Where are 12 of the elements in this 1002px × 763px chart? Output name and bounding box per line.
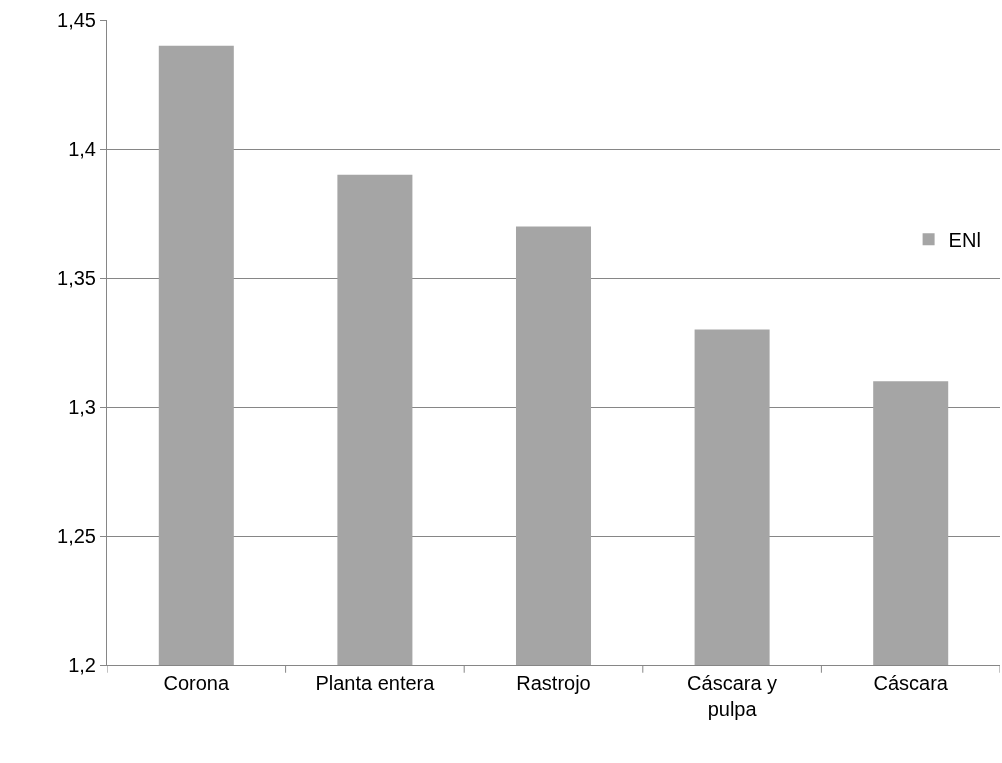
- x-tick-label: Corona: [163, 672, 230, 694]
- y-tick-label: 1,25: [57, 525, 96, 547]
- x-tick-label: Cáscara y pulpa: [687, 672, 778, 720]
- y-tick-label: 1,45: [57, 9, 96, 31]
- x-tick-label: Rastrojo: [516, 672, 591, 694]
- x-tick-label: Cáscara: [873, 672, 949, 694]
- x-tick-label: Planta entera: [315, 672, 436, 694]
- y-tick-label: 1,2: [68, 654, 96, 676]
- y-tick-label: 1,35: [57, 267, 96, 289]
- y-tick-label: 1,4: [68, 138, 96, 160]
- legend-label: ENl: [948, 229, 981, 252]
- y-tick-label: 1,3: [68, 396, 96, 418]
